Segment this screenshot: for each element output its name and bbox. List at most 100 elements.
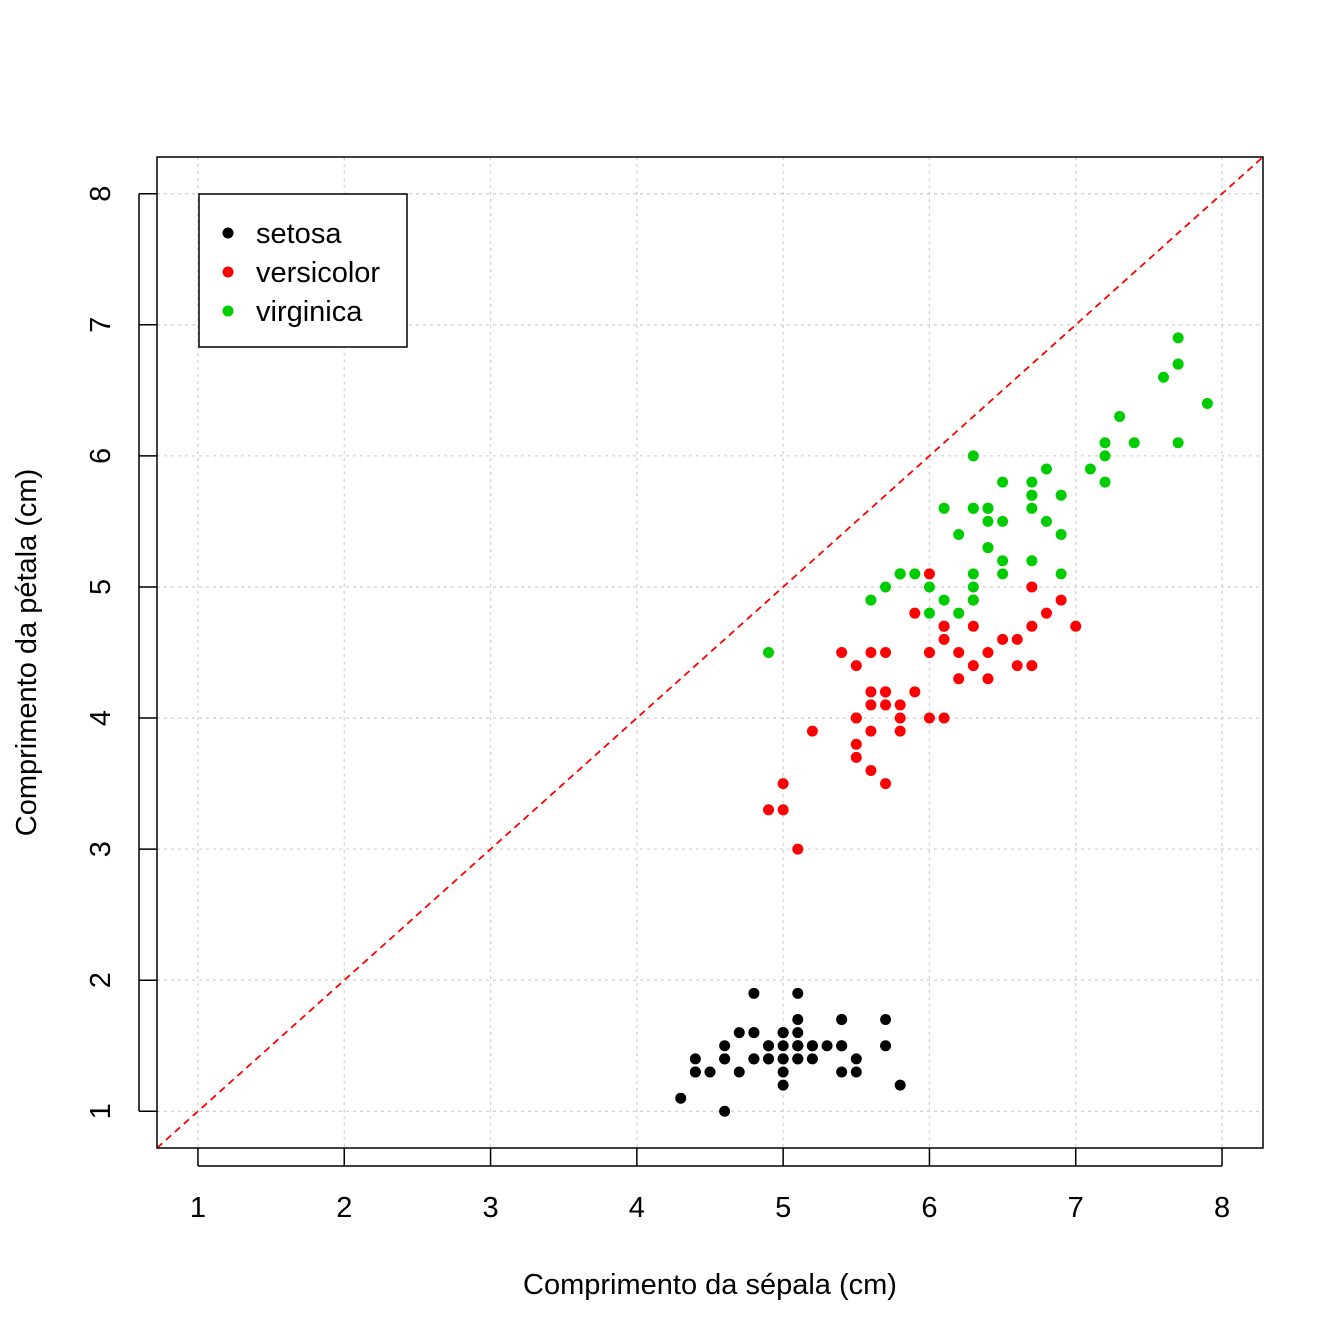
data-point xyxy=(894,568,906,580)
y-tick-label: 8 xyxy=(85,186,117,202)
data-point xyxy=(777,1079,789,1091)
data-point xyxy=(850,660,862,672)
data-point xyxy=(1055,529,1067,541)
data-point xyxy=(689,1053,701,1065)
data-point xyxy=(953,529,965,541)
data-point xyxy=(865,699,877,711)
data-point xyxy=(792,843,804,855)
data-point xyxy=(953,647,965,658)
data-point xyxy=(792,1014,804,1026)
data-point xyxy=(967,568,979,580)
data-point xyxy=(1026,489,1038,501)
legend-label-setosa: setosa xyxy=(256,218,342,250)
legend-marker-setosa xyxy=(222,227,234,239)
data-point xyxy=(850,738,862,750)
data-point xyxy=(865,764,877,776)
data-point xyxy=(806,1053,818,1065)
data-point xyxy=(763,1040,775,1052)
data-point xyxy=(967,620,979,632)
series-virginica xyxy=(763,332,1213,658)
data-point xyxy=(967,594,979,606)
data-point xyxy=(763,1053,775,1065)
data-point xyxy=(938,620,950,632)
data-point xyxy=(1099,476,1111,488)
data-point xyxy=(982,673,994,685)
data-point xyxy=(792,1027,804,1039)
data-point xyxy=(894,712,906,724)
x-tick-label: 3 xyxy=(482,1192,498,1224)
data-point xyxy=(967,450,979,462)
data-point xyxy=(836,647,848,658)
data-point xyxy=(997,555,1009,567)
data-point xyxy=(938,594,950,606)
data-point xyxy=(748,987,760,999)
legend-marker-versicolor xyxy=(222,266,234,278)
data-point xyxy=(836,1066,848,1078)
data-point xyxy=(1114,411,1126,423)
y-tick-label: 1 xyxy=(85,1103,117,1119)
x-axis-title: Comprimento da sépala (cm) xyxy=(523,1269,897,1301)
data-point xyxy=(1201,397,1213,409)
data-point xyxy=(938,712,950,724)
data-point xyxy=(909,568,921,580)
data-point xyxy=(923,647,935,658)
x-axis: 1 2 3 4 5 6 7 8 xyxy=(190,1148,1230,1224)
data-point xyxy=(1084,463,1096,475)
data-point xyxy=(1011,633,1023,645)
data-point xyxy=(1026,502,1038,514)
data-point xyxy=(1172,332,1184,344)
data-point xyxy=(880,1040,892,1052)
data-point xyxy=(909,607,921,619)
data-point xyxy=(865,725,877,737)
data-point xyxy=(1026,660,1038,672)
data-point xyxy=(1070,620,1082,632)
data-point xyxy=(836,1040,848,1052)
data-point xyxy=(719,1040,731,1052)
data-point xyxy=(777,1027,789,1039)
data-point xyxy=(938,502,950,514)
y-tick-label: 7 xyxy=(85,317,117,333)
data-point xyxy=(880,581,892,593)
data-point xyxy=(792,1053,804,1065)
data-point xyxy=(850,751,862,763)
data-point xyxy=(997,633,1009,645)
data-point xyxy=(880,1014,892,1026)
data-point xyxy=(1026,555,1038,567)
data-point xyxy=(865,686,877,698)
data-point xyxy=(982,502,994,514)
data-point xyxy=(880,686,892,698)
data-point xyxy=(1055,568,1067,580)
legend-box xyxy=(198,193,408,348)
data-point xyxy=(909,686,921,698)
data-point xyxy=(923,581,935,593)
data-point xyxy=(1158,371,1170,383)
data-point xyxy=(953,673,965,685)
data-point xyxy=(923,712,935,724)
data-point xyxy=(967,581,979,593)
data-point xyxy=(836,1014,848,1026)
data-point xyxy=(777,1040,789,1052)
data-point xyxy=(704,1066,716,1078)
x-tick-label: 8 xyxy=(1214,1192,1230,1224)
data-point xyxy=(763,647,775,658)
y-tick-label: 5 xyxy=(85,579,117,595)
data-point xyxy=(733,1066,745,1078)
data-point xyxy=(880,699,892,711)
data-point xyxy=(719,1053,731,1065)
y-tick-label: 3 xyxy=(85,841,117,857)
data-point xyxy=(997,515,1009,527)
data-point xyxy=(821,1040,833,1052)
data-point xyxy=(1040,515,1052,527)
y-tick-label: 2 xyxy=(85,972,117,988)
data-point xyxy=(894,699,906,711)
identity-reference-line xyxy=(156,156,1264,1149)
data-point xyxy=(967,502,979,514)
data-point xyxy=(880,778,892,790)
data-point xyxy=(1172,358,1184,370)
data-point xyxy=(1099,450,1111,462)
data-point xyxy=(1026,620,1038,632)
y-tick-label: 4 xyxy=(85,710,117,726)
data-point xyxy=(777,778,789,790)
data-point xyxy=(792,987,804,999)
